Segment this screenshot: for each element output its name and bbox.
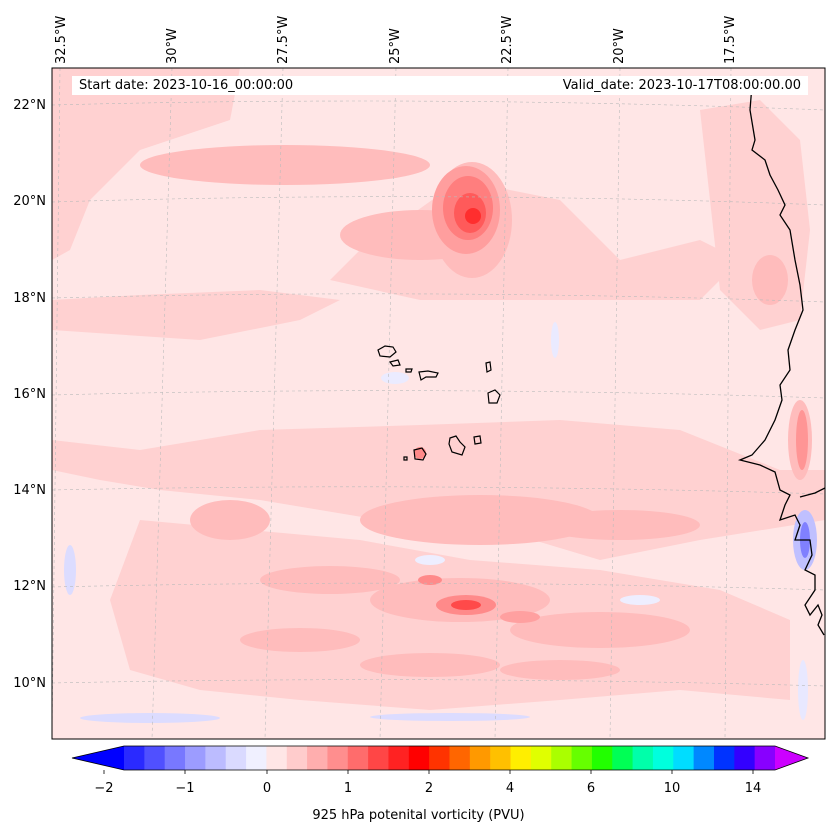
colorbar-swatch [632,746,654,770]
colorbar-swatch [510,746,532,770]
pv-field-strong [414,166,808,623]
colorbar-swatch [754,746,776,770]
colorbar-swatch [612,746,634,770]
colorbar-swatch [388,746,410,770]
colorbar [71,745,810,774]
colorbar-tick-label: −1 [175,781,195,796]
colorbar-swatch [124,746,145,770]
lat-label: 14°N [13,483,46,498]
colorbar-swatch [591,746,613,770]
colorbar-swatch [693,746,715,770]
lat-label: 20°N [13,194,46,209]
lon-label: 30°W [165,28,180,64]
colorbar-tick-label: 2 [424,781,434,796]
lon-label: 27.5°W [276,15,291,64]
graticule [52,68,825,739]
colorbar-tick-label: 10 [663,781,681,796]
colorbar-swatch [185,746,206,770]
colorbar-swatch [368,746,390,770]
colorbar-tick-label: 6 [586,781,596,796]
colorbar-tick-label: 4 [505,781,515,796]
colorbar-swatch [327,746,349,770]
colorbar-swatch [307,746,329,770]
colorbar-swatch [246,746,267,770]
colorbar-swatch [673,746,695,770]
start-date-text: Start date: 2023-10-16_00:00:00 [79,78,294,93]
coastline [737,84,825,636]
cape-verde-islands [377,345,501,461]
map-frame [51,67,826,740]
lat-label: 12°N [13,579,46,594]
colorbar-tick-label: 0 [262,781,272,796]
colorbar-swatch [164,746,186,770]
lat-label: 16°N [13,387,46,402]
pv-field-negative [64,322,817,723]
colorbar-swatch [286,746,308,770]
colorbar-tick-label: 1 [343,781,353,796]
lon-label: 22.5°W [500,15,515,64]
colorbar-swatch [347,746,369,770]
colorbar-swatch [530,746,552,770]
colorbar-swatch [225,746,247,770]
lon-label: 32.5°W [54,15,69,64]
colorbar-extend-max [775,746,808,770]
colorbar-swatch [144,746,166,770]
lon-label: 20°W [612,28,627,64]
colorbar-swatch [652,746,674,770]
date-info-bar: Start date: 2023-10-16_00:00:00 Valid_da… [72,76,808,95]
colorbar-tick-label: 14 [744,781,762,796]
colorbar-outline [71,745,810,771]
colorbar-swatch [734,746,756,770]
lat-label: 22°N [13,98,46,113]
colorbar-swatch [266,746,288,770]
colorbar-label: 925 hPa potenital vorticity (PVU) [312,808,525,823]
lon-label: 25°W [388,28,403,64]
colorbar-swatch [551,746,573,770]
colorbar-swatch [713,746,735,770]
colorbar-swatch [469,746,491,770]
colorbar-tick-label: −2 [94,781,114,796]
lon-label: 17.5°W [723,15,738,64]
lat-label: 18°N [13,291,46,306]
colorbar-swatch [205,746,227,770]
colorbar-swatch [408,746,430,770]
colorbar-swatch [429,746,451,770]
colorbar-swatch [571,746,593,770]
colorbar-swatch [449,746,471,770]
colorbar-extend-min [72,746,124,770]
colorbar-swatch [490,746,512,770]
lat-label: 10°N [13,676,46,691]
valid-date-text: Valid_date: 2023-10-17T08:00:00.00 [562,78,801,93]
